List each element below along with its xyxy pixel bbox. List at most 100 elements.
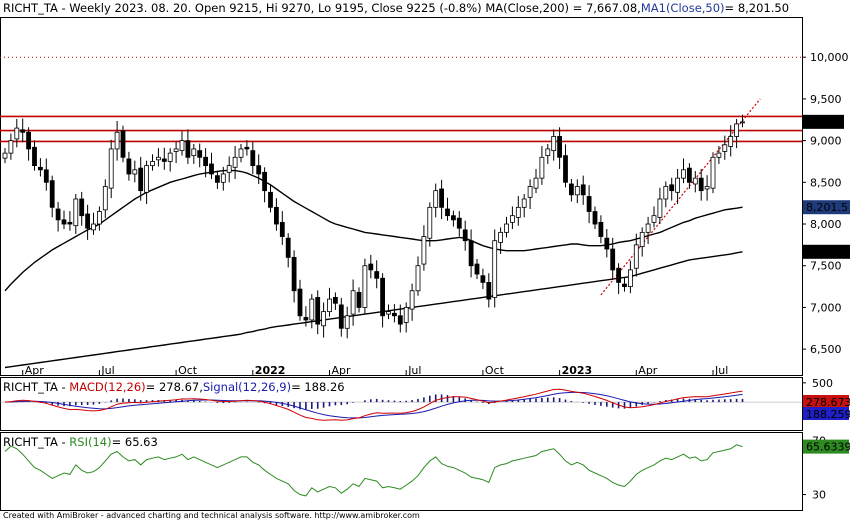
candle-body-down bbox=[486, 282, 492, 300]
candle bbox=[533, 168, 539, 194]
candle bbox=[150, 154, 155, 171]
candle bbox=[450, 210, 456, 227]
candle-body-down bbox=[474, 263, 480, 275]
x-tick-label: 2022 bbox=[255, 364, 286, 377]
candle-body-up bbox=[8, 140, 14, 154]
candle bbox=[49, 175, 55, 218]
candle-body-up bbox=[716, 152, 722, 158]
candle bbox=[545, 143, 551, 164]
candle-body-down bbox=[303, 317, 309, 321]
candle-body-up bbox=[734, 123, 739, 137]
candle bbox=[362, 258, 368, 315]
candle bbox=[209, 152, 214, 179]
candle-body-up bbox=[663, 186, 669, 200]
candle-body-down bbox=[450, 215, 456, 221]
candle bbox=[315, 290, 321, 335]
candle bbox=[191, 143, 197, 164]
candle-body-up bbox=[327, 298, 332, 313]
candle-body-down bbox=[439, 188, 445, 208]
candle-body-up bbox=[722, 144, 728, 152]
macd-last-label: 278.673 bbox=[806, 396, 850, 409]
candle bbox=[102, 179, 108, 219]
candle-body-down bbox=[32, 146, 37, 167]
ma50-line bbox=[4, 169, 743, 292]
candle-body-down bbox=[592, 211, 598, 225]
candle-body-up bbox=[728, 136, 734, 147]
macd-title-value: = 278.67, bbox=[146, 380, 203, 394]
candle bbox=[445, 197, 450, 221]
last-value-label: 9,225 bbox=[806, 116, 838, 129]
ma50-title: MA1(Close,50) bbox=[641, 1, 725, 15]
candle-body-up bbox=[167, 152, 173, 162]
candle-body-up bbox=[427, 206, 433, 239]
candle bbox=[332, 292, 338, 310]
candle-body-down bbox=[256, 165, 262, 175]
candle bbox=[391, 304, 397, 323]
candle bbox=[197, 143, 203, 168]
candle-body-down bbox=[203, 156, 209, 167]
candle-body-down bbox=[214, 175, 220, 183]
candle bbox=[569, 178, 574, 202]
candle bbox=[740, 114, 745, 128]
candle bbox=[716, 146, 722, 164]
candle-body-down bbox=[250, 150, 256, 167]
x-tick-label: Oct bbox=[178, 364, 198, 377]
signal-last-label: 188.259 bbox=[806, 408, 850, 421]
candle bbox=[633, 233, 639, 277]
candle-body-down bbox=[209, 163, 214, 175]
candle bbox=[43, 158, 49, 191]
last-value-badge bbox=[803, 114, 844, 129]
candle-body-down bbox=[580, 184, 586, 196]
candle bbox=[675, 168, 680, 205]
candle bbox=[557, 127, 562, 169]
candle-body-up bbox=[533, 177, 539, 189]
candle-body-down bbox=[244, 146, 250, 150]
candle-body-down bbox=[273, 206, 279, 225]
candle-body-down bbox=[569, 183, 574, 196]
candle bbox=[167, 148, 173, 172]
candle-body-up bbox=[710, 156, 716, 189]
candle-body-down bbox=[332, 297, 338, 304]
last-value-badge bbox=[803, 244, 850, 259]
candle-body-down bbox=[622, 283, 627, 287]
candle-body-up bbox=[144, 165, 150, 193]
price-panel-frame bbox=[0, 17, 803, 376]
candle-body-up bbox=[574, 186, 580, 196]
candle-body-up bbox=[173, 148, 179, 152]
candle bbox=[639, 227, 645, 257]
candle bbox=[698, 168, 704, 201]
candle bbox=[214, 170, 220, 189]
candle-body-up bbox=[2, 152, 8, 159]
candle bbox=[628, 260, 633, 294]
candle bbox=[32, 140, 37, 171]
candle-body-up bbox=[421, 236, 427, 265]
candle-body-up bbox=[651, 215, 657, 223]
candle bbox=[85, 204, 90, 240]
rsi-line bbox=[4, 444, 743, 497]
candle-body-up bbox=[504, 223, 509, 233]
candle-body-up bbox=[681, 169, 686, 179]
candle bbox=[604, 229, 610, 258]
candle-body-down bbox=[38, 166, 43, 171]
price-y-tick-label: 7,500 bbox=[810, 260, 842, 273]
candle bbox=[291, 250, 297, 303]
candle bbox=[279, 211, 285, 245]
x-tick-label: Jul bbox=[100, 364, 114, 377]
candle-body-down bbox=[49, 180, 55, 208]
price-y-tick-label: 6,500 bbox=[810, 343, 842, 356]
candle bbox=[728, 125, 734, 157]
candle bbox=[657, 187, 663, 225]
candle bbox=[97, 206, 102, 231]
candle bbox=[574, 179, 580, 204]
candle-body-down bbox=[197, 150, 203, 158]
candle bbox=[462, 220, 468, 251]
candle bbox=[79, 191, 85, 226]
candle bbox=[598, 215, 604, 244]
candle bbox=[179, 131, 185, 156]
candle-body-down bbox=[26, 131, 32, 150]
candle bbox=[403, 302, 409, 333]
candle-body-down bbox=[61, 219, 67, 225]
candle bbox=[616, 263, 621, 295]
candle-body-down bbox=[397, 315, 403, 325]
candle bbox=[663, 181, 669, 208]
